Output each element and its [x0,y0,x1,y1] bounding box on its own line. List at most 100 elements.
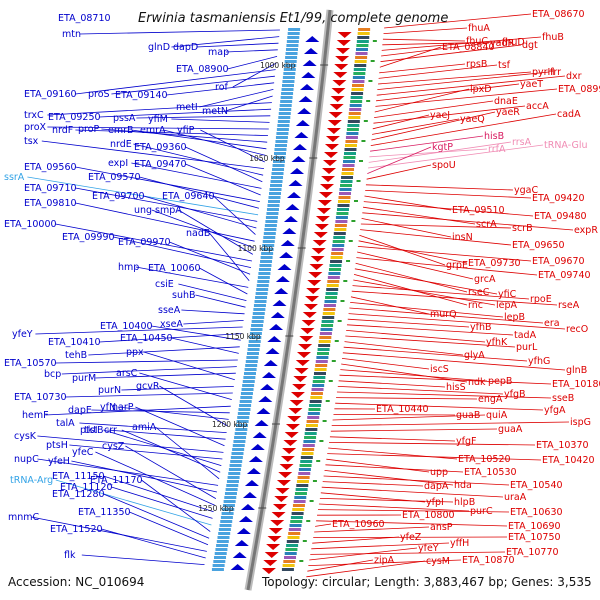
right-gene-label: rpsB [466,59,487,70]
feature-box-left [218,528,231,531]
feature-box-right [326,284,339,287]
feature-box-left [252,312,265,315]
right-connector-line [373,105,526,124]
right-gene-label: ETA_10440 [376,404,429,415]
right-connector-line [349,307,544,324]
right-gene-label: hisS [446,382,466,393]
right-strand-arrow [317,200,332,206]
feature-box-right [331,248,344,251]
feature-box-right [343,152,356,155]
left-gene-label: emrB [108,125,134,136]
right-connector-line [339,374,552,385]
feature-box-right [315,364,328,367]
right-connector-line [384,13,532,29]
left-gene-label: cysK [14,431,37,442]
feature-box-right [309,404,322,407]
feature-box-right [333,236,346,239]
feature-box-right [284,556,297,559]
feature-box-right [354,60,367,63]
feature-box-left [216,544,229,547]
feature-box-right [332,240,345,243]
feature-box-left [262,244,275,247]
left-strand-arrow [297,108,312,114]
feature-box-left [267,204,280,207]
feature-box-right [349,104,362,107]
left-connector-line [75,202,255,242]
feature-box-left [235,424,248,427]
feature-box-right [317,348,330,351]
right-gene-label: yfhB [470,322,492,333]
right-gene-label: ETA_09650 [512,240,565,251]
feature-box-right [325,292,338,295]
left-connector-line [213,195,256,235]
left-connector-line [139,372,232,400]
gc-marker [359,160,364,162]
feature-box-left [263,236,276,239]
right-strand-arrow [309,264,324,270]
right-connector-line [367,146,432,174]
left-gene-label: ETA_09560 [24,162,77,173]
left-gene-label: cysZ [102,441,125,452]
left-gene-label: bcp [44,369,61,380]
feature-box-right [301,452,314,455]
accession-text: Accession: NC_010694 [8,575,144,589]
right-strand-arrow [313,232,328,238]
right-strand-arrow [323,160,338,166]
right-connector-line [377,71,532,85]
right-strand-arrow [293,376,308,382]
right-strand-arrow [314,224,329,230]
left-connector-line [55,223,252,262]
right-strand-arrow [279,464,294,470]
feature-box-left [211,568,224,571]
feature-box-right [298,472,311,475]
right-strand-arrow [303,304,318,310]
summary-text: Topology: circular; Length: 3,883,467 bp… [261,575,592,589]
left-strand-arrow [299,84,314,90]
feature-box-right [300,456,313,459]
right-gene-label: tRNA-Glu [544,140,588,151]
left-connector-line [95,372,236,379]
tick-label: 1050 kbp [249,154,285,163]
right-connector-line [368,141,512,163]
feature-box-left [283,72,296,75]
feature-box-left [233,440,246,443]
left-gene-label: emrA [140,125,166,136]
feature-box-left [281,88,294,91]
right-strand-arrow [280,456,295,462]
right-strand-arrow [298,344,313,350]
left-strand-arrow [295,120,310,126]
feature-box-left [265,216,278,219]
left-gene-label: tsx [24,136,39,147]
feature-box-right [291,512,304,515]
feature-box-right [313,372,326,375]
right-strand-arrow [301,320,316,326]
right-gene-label: dnaE [494,96,518,107]
feature-box-left [262,240,275,243]
feature-box-left [258,272,271,275]
feature-box-left [225,488,238,491]
feature-box-right [352,80,365,83]
feature-box-right [304,432,317,435]
feature-box-right [333,232,346,235]
feature-box-right [296,480,309,483]
feature-box-left [232,444,245,447]
left-strand-arrow [230,564,245,570]
left-gene-label: expI [108,158,128,169]
right-gene-label: hlpB [454,497,475,508]
right-connector-line [342,352,566,371]
feature-box-left [215,548,228,551]
right-connector-line [370,135,484,152]
feature-box-left [275,136,288,139]
left-gene-label: ETA_09250 [48,112,101,123]
left-strand-arrow [242,492,257,498]
feature-box-right [323,308,336,311]
feature-box-left [237,412,250,415]
feature-box-right [356,44,369,47]
feature-box-right [332,244,345,247]
feature-box-left [251,320,264,323]
feature-box-right [313,376,326,379]
feature-box-left [260,260,273,263]
right-gene-label: upp [430,467,448,478]
right-connector-line [352,285,530,300]
feature-box-right [286,544,299,547]
